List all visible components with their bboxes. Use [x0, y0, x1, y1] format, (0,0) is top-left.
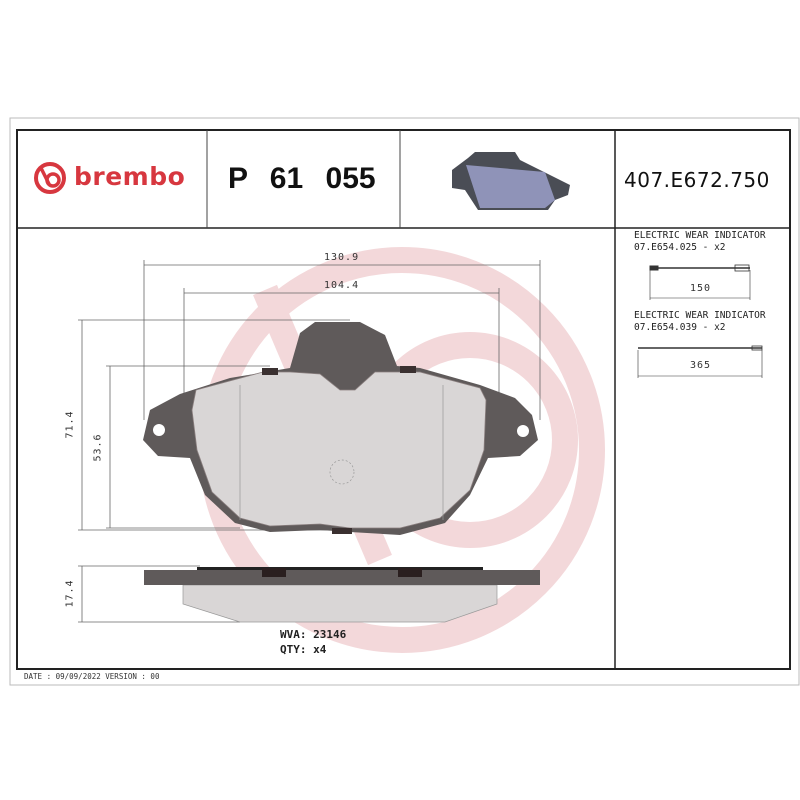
wear-indicator-150 [649, 264, 751, 300]
footer-date-version: DATE : 09/09/2022 VERSION : 00 [24, 672, 160, 681]
dim-friction-height: 53.6 [92, 433, 104, 462]
dim-overall-height: 71.4 [64, 410, 76, 439]
dim-overall-width: 130.9 [324, 252, 360, 263]
accessory-length: 365 [690, 360, 712, 371]
part-number: P 61 055 [228, 162, 376, 195]
main-frame [16, 129, 791, 670]
accessory-code: 07.E654.025 - x2 [634, 242, 726, 253]
accessory-title: ELECTRIC WEAR INDICATOR [634, 230, 766, 241]
wva-value: 23146 [313, 628, 347, 641]
accessory-title: ELECTRIC WEAR INDICATOR [634, 310, 766, 321]
dimension-lines [78, 260, 541, 623]
pad-side-view [144, 567, 540, 623]
qty-value: x4 [313, 643, 327, 656]
dim-inner-width: 104.4 [324, 280, 360, 291]
reference-number: 407.E672.750 [624, 168, 770, 192]
brembo-logo-icon [34, 162, 66, 194]
dim-thickness: 17.4 [64, 579, 76, 608]
qty-label: QTY: [280, 643, 307, 656]
outer-frame [9, 117, 800, 686]
accessory-code: 07.E654.039 - x2 [634, 322, 726, 333]
pad-thumbnail [452, 152, 570, 210]
brand-name: brembo [74, 162, 186, 191]
wva-row: WVA: 23146 [280, 628, 346, 641]
accessory-length: 150 [690, 283, 712, 294]
wear-indicator-365 [637, 345, 763, 378]
pad-front-view [143, 322, 538, 535]
qty-row: QTY: x4 [280, 643, 326, 656]
wva-label: WVA: [280, 628, 307, 641]
